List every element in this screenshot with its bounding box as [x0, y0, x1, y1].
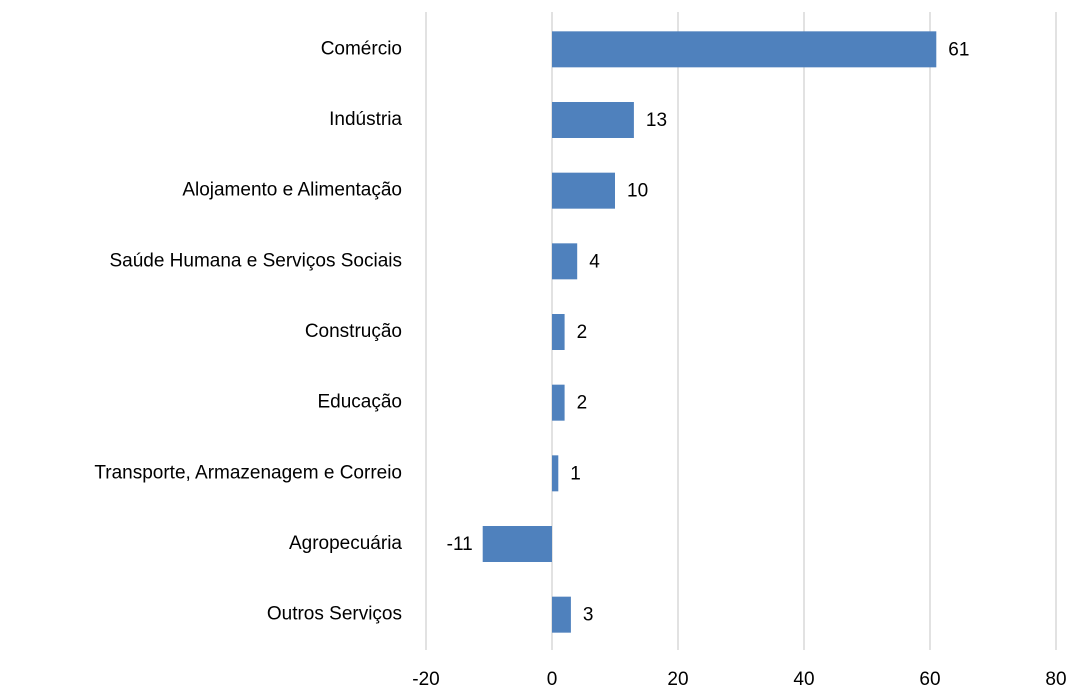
y-tick-label: Saúde Humana e Serviços Sociais [109, 250, 402, 271]
value-label: 61 [948, 39, 969, 60]
x-tick-label: -20 [412, 669, 439, 689]
bar [552, 314, 565, 350]
x-tick-label: 60 [919, 669, 940, 689]
value-label: 3 [583, 605, 594, 626]
y-tick-label: Agropecuária [289, 533, 402, 554]
y-tick-label: Transporte, Armazenagem e Correio [94, 462, 402, 483]
y-tick-label: Alojamento e Alimentação [182, 180, 402, 201]
x-tick-label: 40 [793, 669, 814, 689]
value-label: 2 [577, 393, 588, 414]
value-label: 10 [627, 181, 648, 202]
x-tick-label: 0 [547, 669, 558, 689]
value-label: 2 [577, 322, 588, 343]
y-tick-label: Outros Serviços [267, 604, 402, 625]
bar [552, 31, 937, 68]
y-tick-label: Construção [305, 321, 402, 342]
value-label: -11 [447, 534, 473, 555]
bar [552, 384, 565, 421]
y-tick-label: Indústria [329, 109, 402, 130]
value-label: 13 [646, 110, 667, 131]
bar [552, 172, 615, 209]
y-tick-label: Educação [317, 392, 402, 413]
y-tick-label: Comércio [321, 38, 402, 59]
x-tick-label: 80 [1045, 669, 1066, 689]
x-tick-label: 20 [667, 669, 688, 689]
bar [552, 102, 634, 138]
value-label: 1 [570, 463, 581, 484]
bar [552, 455, 559, 492]
bar [552, 243, 578, 280]
bar [482, 526, 552, 562]
bar [552, 596, 571, 633]
value-label: 4 [589, 251, 600, 272]
